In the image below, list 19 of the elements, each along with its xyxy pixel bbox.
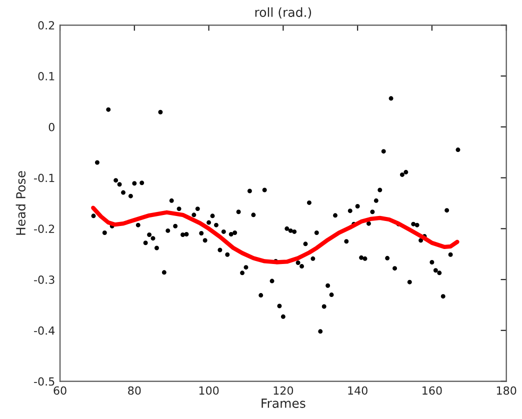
x-tick-label: 60 (54, 386, 66, 395)
y-axis-title: Head Pose (16, 171, 26, 235)
chart-title: roll (rad.) (255, 7, 312, 18)
x-tick-label: 140 (348, 386, 368, 395)
x-tick-label: 80 (128, 386, 141, 395)
y-tick-label: 0 (48, 122, 54, 132)
x-tick-label: 120 (274, 386, 294, 395)
y-tick-label: -0.5 (34, 377, 54, 386)
y-tick-label: -0.3 (34, 276, 54, 284)
x-tick-label: 160 (422, 386, 442, 395)
x-tick-label: 180 (496, 386, 516, 395)
y-tick-label: -0.2 (34, 224, 54, 234)
y-tick-label: 0.1 (38, 72, 54, 80)
y-tick-label: -0.4 (34, 326, 55, 335)
y-tick-label: 0.2 (38, 21, 54, 30)
x-tick-label: 100 (199, 386, 219, 395)
y-tick-label: -0.1 (34, 174, 54, 182)
line-series (91, 206, 460, 264)
x-axis-title: Frames (262, 398, 306, 408)
